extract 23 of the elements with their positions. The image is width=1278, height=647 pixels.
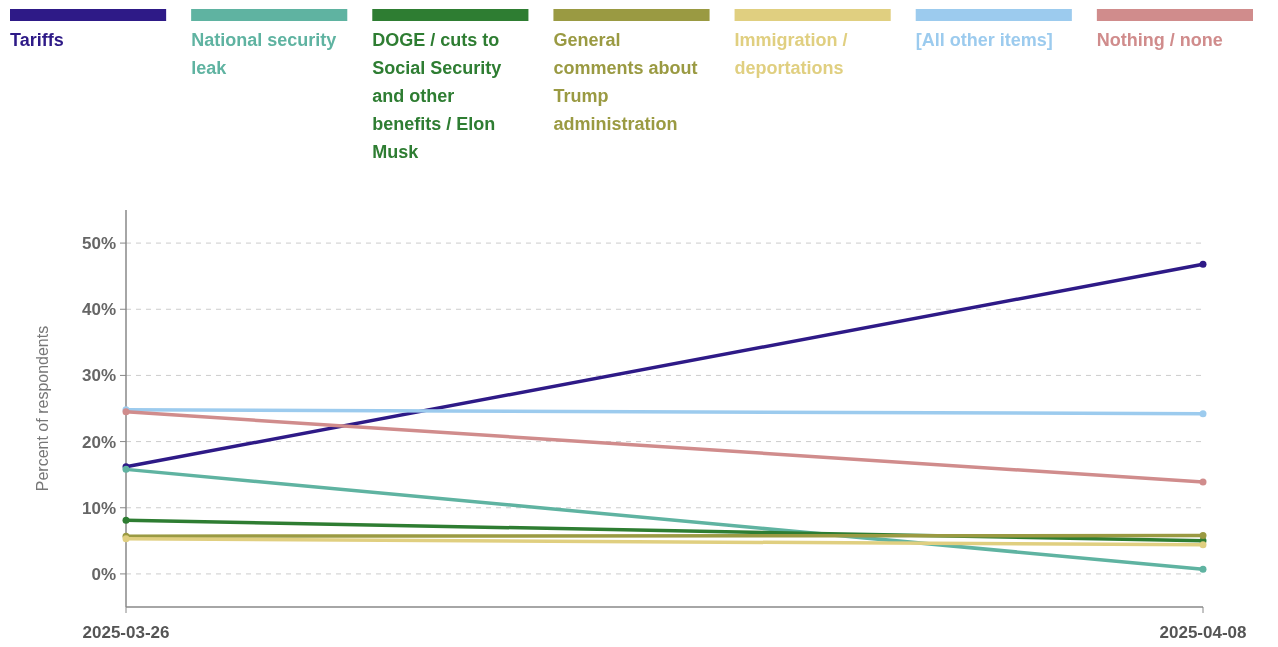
x-tick-label: 2025-04-08: [1159, 623, 1247, 642]
point: [122, 516, 130, 524]
y-tick-label: 20%: [81, 432, 116, 452]
text: Immigration / deportations: [734, 30, 848, 78]
text: National security leak: [191, 30, 337, 78]
y-tick-label: 30%: [81, 366, 116, 386]
y-tick-label: 40%: [81, 300, 116, 320]
text: DOGE / cuts to Social Security and other benefits / Elon Musk: [372, 30, 502, 162]
x-tick-label: 2025-03-26: [82, 623, 170, 642]
point: [1199, 532, 1207, 540]
y-tick-label: 50%: [81, 234, 116, 254]
text: Nothing / none: [1096, 30, 1223, 50]
y-axis-title: Percent of respondents: [34, 325, 51, 492]
point: [1199, 541, 1207, 549]
y-tick-label: 0%: [91, 564, 116, 584]
text: Tariffs: [10, 30, 64, 50]
point: [1199, 410, 1207, 418]
point: [1199, 565, 1207, 573]
y-tick-label: 10%: [81, 498, 116, 518]
point: [1199, 478, 1207, 486]
point: [1199, 260, 1207, 268]
text: [All other items]: [915, 30, 1053, 50]
text: General comments about Trump administration: [553, 30, 698, 134]
